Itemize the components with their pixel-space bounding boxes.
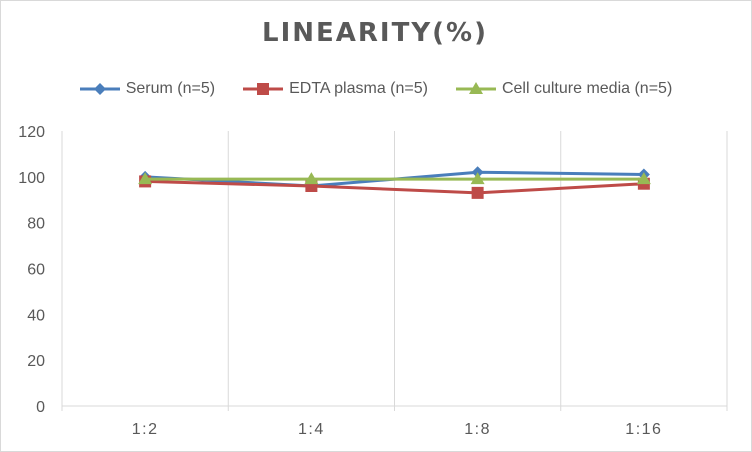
y-tick-label: 120: [18, 124, 45, 141]
x-tick-label: 1:16: [625, 421, 662, 438]
x-tick-label: 1:2: [132, 421, 159, 438]
legend-swatch-triangle: [455, 82, 496, 94]
chart-title: LINEARITY(%): [262, 18, 488, 48]
data-point-series-2: [636, 172, 651, 185]
legend-item-2: Cell culture media (n=5): [454, 80, 672, 98]
y-tick-label: 100: [18, 170, 45, 187]
data-point-series-2: [304, 172, 319, 185]
legend-label: EDTA plasma (n=5): [289, 80, 428, 97]
data-point-series-2: [470, 172, 485, 185]
x-tick-label: 1:8: [464, 421, 491, 438]
legend-swatch-square: [243, 83, 284, 95]
x-tick-label: 1:4: [298, 421, 325, 438]
y-tick-label: 40: [27, 307, 45, 324]
legend-label: Serum (n=5): [125, 80, 216, 97]
legend-item-1: EDTA plasma (n=5): [241, 80, 428, 98]
series-line-1: [145, 179, 644, 195]
y-tick-label: 80: [27, 216, 45, 233]
legend-label: Cell culture media (n=5): [501, 80, 673, 97]
data-point-series-2: [138, 172, 153, 185]
chart-legend: Serum (n=5) EDTA plasma (n=5) Cell culture…: [0, 80, 750, 98]
y-tick-label: 60: [27, 262, 45, 279]
y-tick-label: 20: [27, 353, 45, 370]
legend-item-0: Serum (n=5): [78, 80, 215, 98]
legend-swatch-diamond: [79, 83, 120, 95]
y-tick-label: 0: [36, 399, 45, 416]
data-point-series-1: [471, 186, 484, 199]
